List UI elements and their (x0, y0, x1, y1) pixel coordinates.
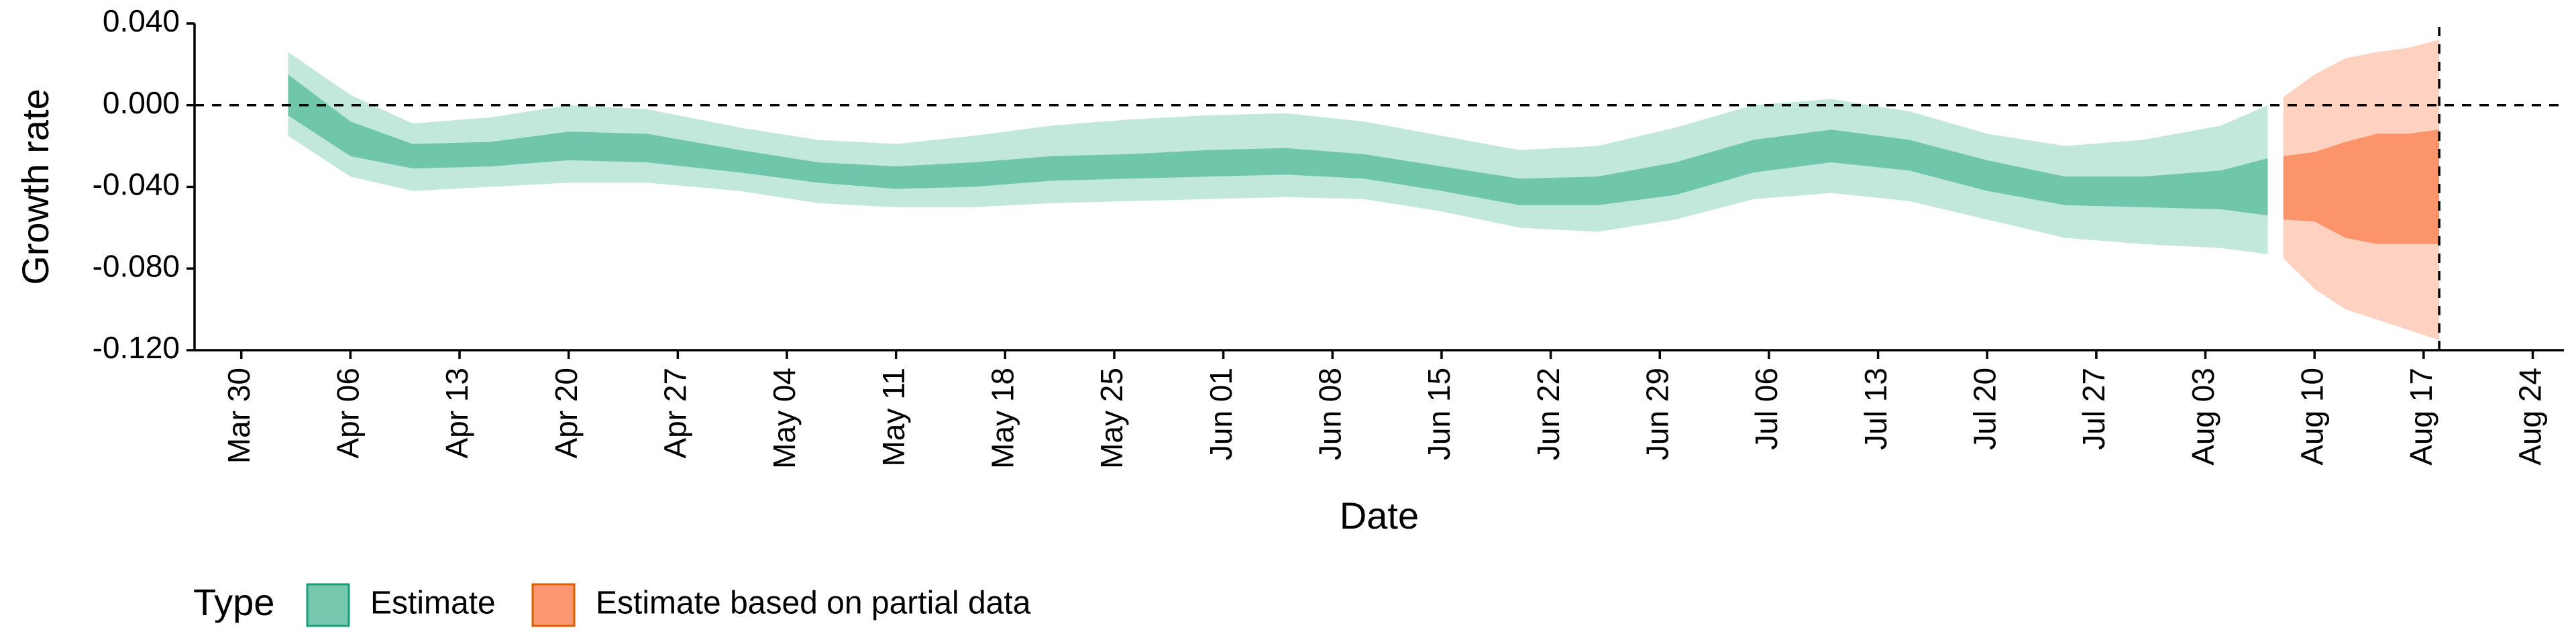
x-tick-label: May 04 (767, 368, 802, 469)
y-tick-label: -0.120 (93, 330, 180, 365)
x-tick-label: Apr 13 (439, 368, 474, 459)
x-tick-label: Aug 03 (2186, 368, 2220, 466)
legend-title: Type (193, 581, 274, 623)
x-tick-label: Mar 30 (221, 368, 256, 464)
x-tick-label: May 11 (876, 368, 911, 466)
bands-layer (288, 40, 2440, 340)
x-tick-label: Jun 08 (1312, 368, 1347, 460)
x-tick-label: Apr 20 (549, 368, 584, 459)
y-tick-label: 0.000 (103, 85, 180, 120)
x-tick-label: Jul 20 (1967, 368, 2002, 450)
y-tick-label: -0.080 (93, 248, 180, 283)
x-tick-label: Jun 22 (1531, 368, 1566, 460)
x-tick-label: Aug 17 (2404, 368, 2438, 466)
x-tick-label: May 25 (1094, 368, 1129, 469)
band-50-0 (288, 74, 2268, 216)
x-tick-label: May 18 (985, 368, 1020, 469)
x-tick-label: Apr 06 (331, 368, 366, 459)
x-tick-label: Aug 24 (2513, 368, 2548, 466)
band-50-1 (2283, 129, 2440, 244)
x-tick-label: Jul 06 (1749, 368, 1784, 450)
x-tick-label: Jul 27 (2076, 368, 2111, 450)
x-axis-title: Date (1340, 494, 1419, 537)
axes-layer: 0.040 0.000 -0.040 -0.080 -0.120 Mar 30 Apr 06… (14, 3, 2564, 537)
x-tick-label: Jun 01 (1203, 368, 1238, 460)
y-tick-label: -0.040 (93, 167, 180, 202)
legend: Type Estimate Estimate based on partial da… (193, 581, 1031, 627)
y-tick-label: 0.040 (103, 3, 180, 38)
y-axis-title: Growth rate (14, 89, 56, 285)
legend-label-1: Estimate based on partial data (596, 586, 1031, 621)
series-1 (2283, 40, 2440, 340)
legend-key-0 (306, 583, 350, 627)
x-tick-label: Apr 27 (657, 368, 692, 459)
x-tick-label: Jul 13 (1858, 368, 1893, 450)
series-0 (288, 52, 2268, 254)
legend-key-1 (531, 583, 576, 627)
x-tick-label: Jun 29 (1640, 368, 1674, 460)
legend-label-0: Estimate (370, 586, 496, 621)
x-tick-label: Jun 15 (1421, 368, 1456, 460)
x-tick-label: Aug 10 (2294, 368, 2329, 466)
reference-lines (195, 27, 2564, 350)
